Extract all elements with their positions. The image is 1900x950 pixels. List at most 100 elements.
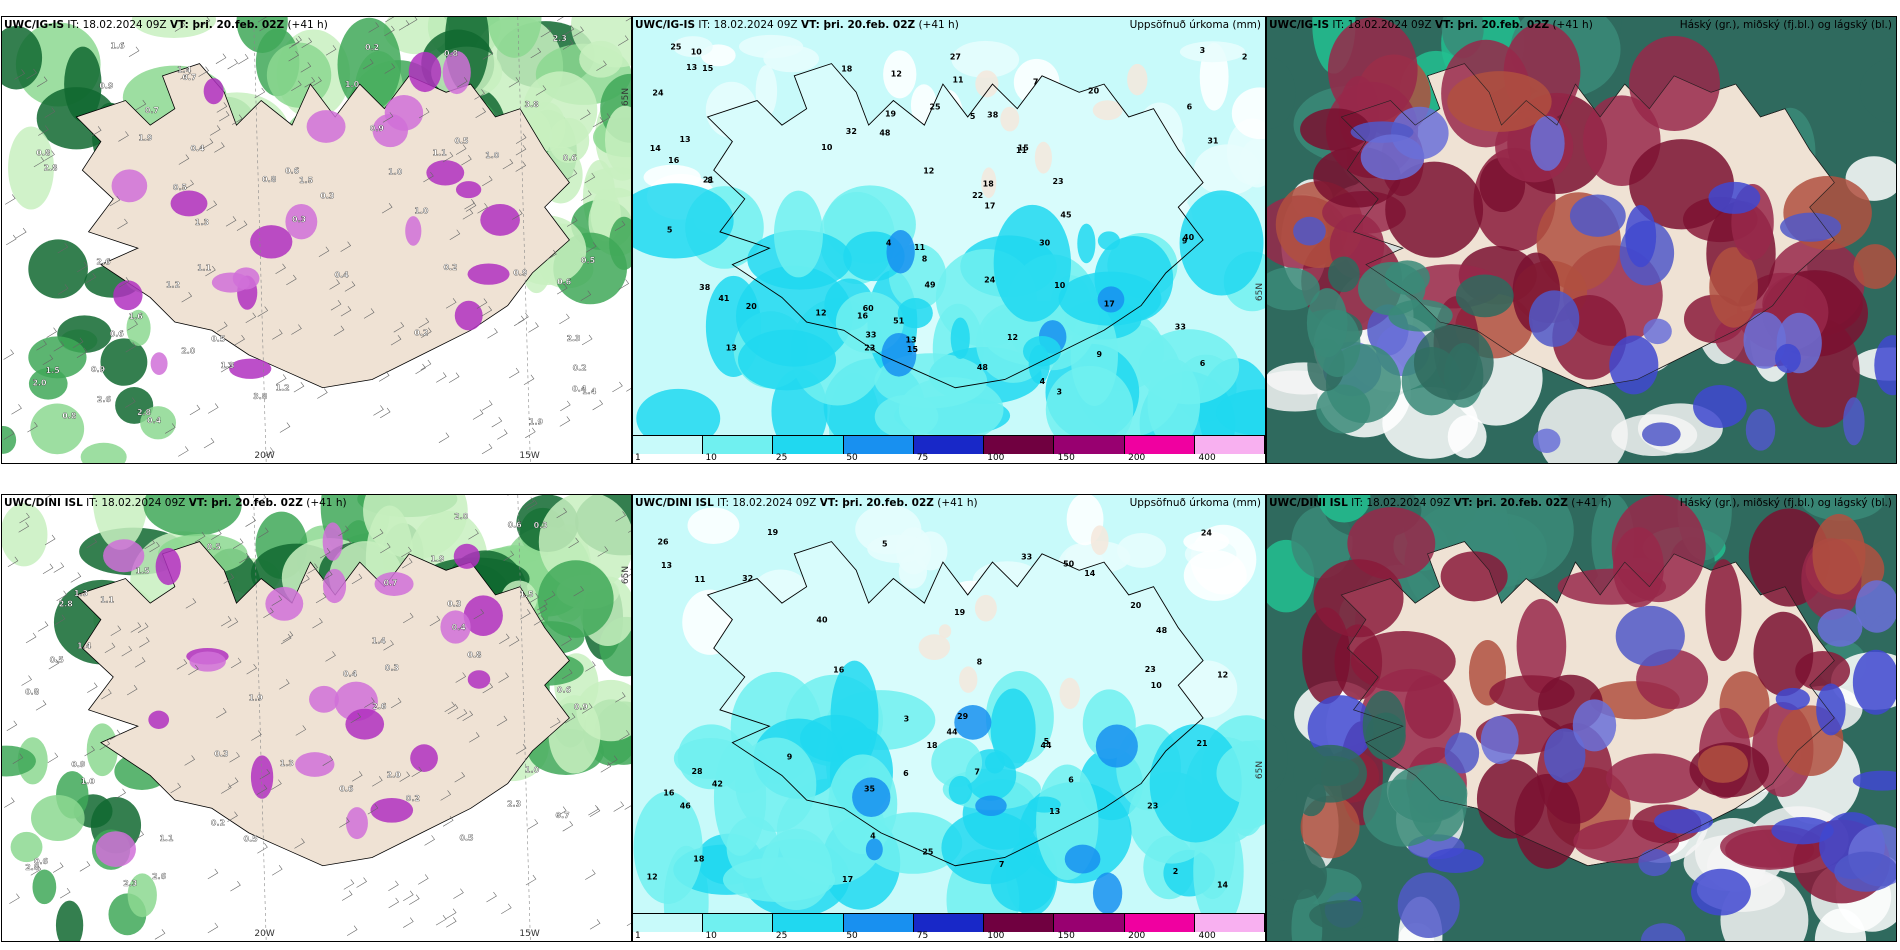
precip-value: 13 [726, 344, 737, 353]
field-blob [1397, 872, 1460, 939]
panel-title: UWC/DINI ISL IT: 18.02.2024 09Z VT: þri.… [4, 497, 347, 509]
valid-time: VT: þri. 20.feb. 02Z [819, 497, 934, 509]
value-label: 1.2 [276, 384, 290, 393]
field-blob [322, 522, 343, 561]
wind-barb [449, 229, 461, 240]
wind-barb [624, 805, 631, 810]
field-blob [835, 291, 904, 354]
wind-barb [227, 58, 238, 70]
wind-barb [84, 745, 95, 757]
value-label: 0.3 [214, 749, 228, 758]
field-blob [1853, 244, 1896, 289]
wind-barb [473, 608, 485, 620]
value-label: 0.9 [370, 124, 385, 133]
field-blob [1544, 728, 1586, 783]
precip-value: 17 [842, 875, 853, 884]
wind-barb [537, 599, 548, 611]
field-blob [322, 568, 347, 604]
map-canvas: 0.2 0.5 0.4 0.6 1.0 0.7 0.8 0.9 2.0 1.1 0.3 1.2 1.9 2… [2, 17, 631, 463]
field-blob [1064, 844, 1101, 874]
precip-value: 49 [924, 281, 936, 290]
value-label: 1.4 [77, 642, 92, 651]
wind-barb [508, 367, 520, 379]
field-blob [1780, 212, 1842, 242]
precip-value: 24 [984, 276, 996, 285]
wind-barb [288, 50, 299, 62]
wind-barb [582, 703, 593, 714]
field-blob [1183, 531, 1230, 552]
wind-barb [215, 53, 227, 64]
wind-barb [499, 633, 510, 644]
wind-barb [178, 446, 189, 457]
legend-tick: 400 [1198, 931, 1216, 941]
wind-barb [573, 26, 584, 37]
precip-value: 18 [841, 64, 853, 73]
wind-barb [56, 590, 68, 601]
value-label: 0.8 [262, 175, 277, 184]
wind-barb [498, 672, 509, 683]
precip-value: 4 [1040, 377, 1046, 386]
wind-barb [596, 60, 607, 71]
precip-value: 7 [974, 767, 980, 776]
wind-barb [5, 194, 16, 205]
wind-barb [592, 116, 604, 128]
wind-barb [515, 133, 527, 144]
field-blob [1691, 868, 1751, 916]
field-blob [1874, 335, 1896, 396]
value-label: 0.4 [147, 416, 162, 425]
wind-barb [487, 328, 498, 339]
field-blob [1231, 87, 1265, 140]
wind-barb [6, 234, 17, 246]
field-blob [1092, 872, 1123, 915]
field-blob [898, 554, 928, 589]
value-label: 0.6 [563, 153, 578, 162]
field-blob [954, 705, 992, 740]
wind-barb [589, 806, 601, 818]
wind-barb [181, 291, 193, 303]
wind-barb [304, 77, 316, 88]
wind-barb [455, 144, 467, 155]
precip-value: 2 [1173, 867, 1179, 876]
wind-barb [149, 541, 160, 553]
field-blob [643, 164, 701, 190]
wind-barb [225, 216, 237, 227]
wind-barb [462, 710, 474, 722]
field-blob [1812, 513, 1866, 595]
precip-value: 24 [652, 89, 664, 98]
wind-barb [607, 755, 618, 766]
wind-barb [453, 888, 464, 899]
precip-value: 12 [647, 873, 658, 882]
field-blob [584, 167, 631, 198]
wind-barb [236, 220, 248, 231]
field-blob [1705, 559, 1742, 662]
field-blob [687, 507, 740, 544]
wind-barb [319, 547, 331, 559]
wind-barb [48, 658, 60, 670]
field-blob [1059, 677, 1081, 710]
wind-barb [442, 816, 454, 827]
wind-barb [18, 522, 30, 533]
wind-barb [312, 617, 323, 629]
wind-barb [388, 880, 399, 891]
precip-value: 23 [1147, 801, 1158, 810]
map-canvas [1267, 495, 1896, 941]
wind-barb [563, 24, 575, 36]
lead-time: (+41 h) [915, 19, 959, 31]
field-blob [95, 831, 136, 868]
value-label: 0.8 [444, 49, 459, 58]
precip-value: 12 [815, 309, 826, 318]
value-label: 0.7 [145, 106, 159, 115]
value-label: 0.4 [335, 271, 350, 280]
precip-value: 48 [879, 129, 891, 138]
field-blob [32, 869, 57, 905]
field-blob [266, 42, 332, 108]
field-blob [285, 203, 318, 240]
init-time: IT: 18.02.2024 09Z [695, 19, 801, 31]
value-label: 0.3 [447, 599, 461, 608]
precip-value: 48 [1156, 626, 1168, 635]
field-blob [150, 352, 168, 375]
value-label: 0.6 [339, 785, 354, 794]
wind-barb [117, 218, 128, 230]
legend-tick: 75 [916, 931, 929, 941]
wind-barb [340, 306, 352, 317]
